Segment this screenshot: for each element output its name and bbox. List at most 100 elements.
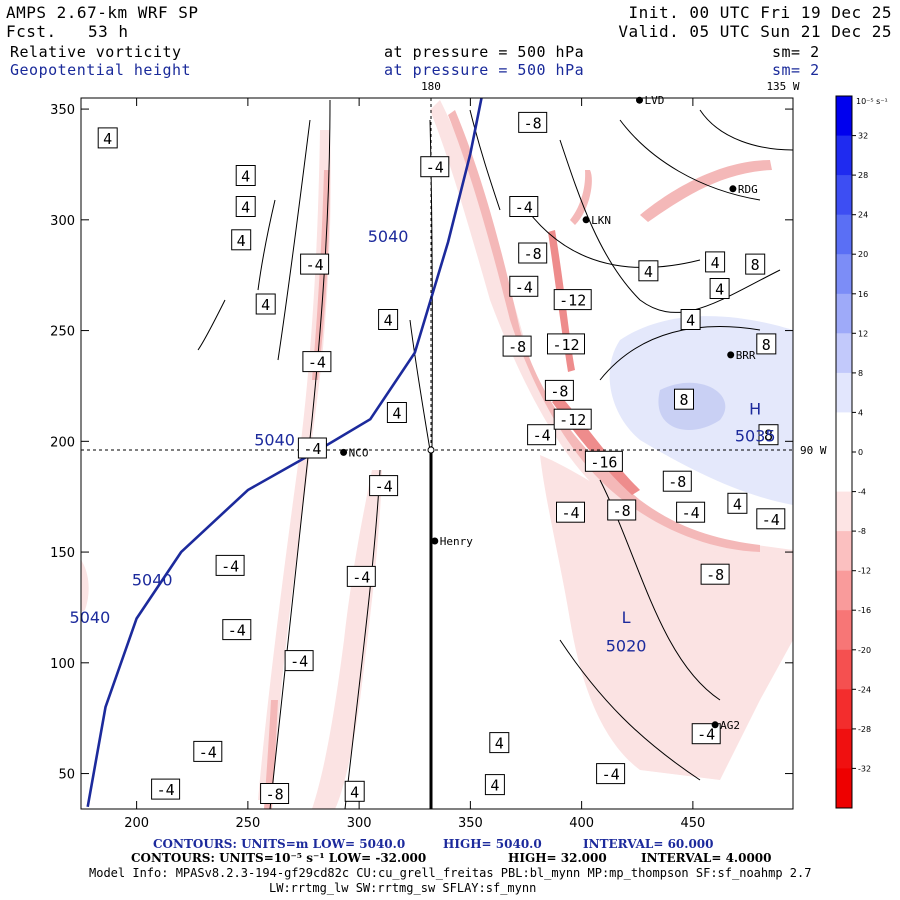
vorticity-label-box-19 bbox=[369, 475, 399, 497]
station-marker-henry bbox=[431, 537, 439, 545]
vorticity-label-8: 4 bbox=[490, 777, 499, 795]
colorbar-label-10: -8 bbox=[858, 527, 866, 536]
vorticity-label-box-17 bbox=[302, 351, 332, 373]
vorticity-label-box-2 bbox=[235, 196, 256, 217]
colorbar-segment-1 bbox=[836, 135, 852, 176]
vorticity-label-box-48 bbox=[674, 388, 694, 410]
vorticity-label-43: -12 bbox=[552, 336, 579, 354]
x-tick-label-200: 200 bbox=[124, 816, 149, 831]
vorticity-label-24: -4 bbox=[199, 743, 217, 761]
vorticity-label-9: 4 bbox=[350, 783, 359, 801]
vorticity-label-box-21 bbox=[346, 565, 376, 587]
colorbar-label-14: -24 bbox=[858, 685, 871, 694]
colorbar-segment-10 bbox=[836, 491, 852, 532]
colorbar-segment-14 bbox=[836, 649, 852, 690]
vorticity-shade-11 bbox=[312, 170, 330, 380]
field1-name: Relative vorticity bbox=[10, 43, 182, 61]
vorticity-label-box-30 bbox=[676, 501, 706, 523]
vorticity-label-47: 8 bbox=[762, 336, 771, 354]
vorticity-label-box-40 bbox=[700, 563, 730, 585]
colorbar-segment-6 bbox=[836, 333, 852, 374]
vorticity-label-21: -4 bbox=[352, 568, 370, 586]
colorbar-label-7: 4 bbox=[858, 408, 863, 417]
vorticity-label-box-43 bbox=[547, 333, 585, 355]
meridian-label-180: 180 bbox=[421, 80, 441, 93]
vorticity-label-box-13 bbox=[680, 309, 701, 330]
colorbar-label-6: 8 bbox=[858, 369, 863, 378]
colorbar-segment-8 bbox=[836, 412, 852, 453]
vorticity-label-box-41 bbox=[260, 783, 290, 804]
vorticity-shade-12 bbox=[264, 700, 278, 809]
model-info: Model Info: MPASv8.2.3-194-gf29cd82c CU:… bbox=[89, 866, 812, 880]
vorticity-label-31: -4 bbox=[762, 511, 780, 529]
vorticity-label-box-37 bbox=[544, 379, 574, 401]
y-tick-label-200: 200 bbox=[50, 435, 75, 450]
vorticity-label-box-0 bbox=[97, 127, 118, 149]
field1-level: at pressure = 500 hPa bbox=[384, 43, 585, 61]
vorticity-label-42: -12 bbox=[559, 292, 586, 310]
vorticity-contour-1 bbox=[277, 119, 311, 361]
vorticity-label-25: -4 bbox=[157, 781, 175, 799]
vorticity-label-28: -4 bbox=[533, 427, 551, 445]
station-marker-lkn bbox=[582, 216, 590, 224]
vorticity-label-30: -4 bbox=[682, 504, 700, 522]
vorticity-label-22: -4 bbox=[228, 622, 246, 640]
height-contour-info-interval: INTERVAL= 60.000 bbox=[583, 837, 714, 851]
vorticity-label-box-6 bbox=[386, 402, 407, 423]
colorbar-label-12: -16 bbox=[858, 606, 871, 615]
vorticity-label-49: 8 bbox=[764, 427, 773, 445]
colorbar-label-0: 32 bbox=[858, 132, 868, 141]
vorticity-label-16: -4 bbox=[306, 256, 324, 274]
vorticity-label-box-29 bbox=[556, 501, 585, 523]
vorticity-label-46: 8 bbox=[751, 256, 760, 274]
colorbar-segment-13 bbox=[836, 610, 852, 651]
colorbar-segment-3 bbox=[836, 214, 852, 255]
vorticity-label-box-24 bbox=[193, 740, 223, 762]
meridian-label-90w: 90 W bbox=[800, 444, 827, 457]
colorbar-label-13: -20 bbox=[858, 646, 871, 655]
colorbar-label-2: 24 bbox=[858, 211, 868, 220]
field2-name: Geopotential height bbox=[10, 61, 192, 79]
vorticity-label-box-23 bbox=[284, 650, 314, 672]
colorbar-segment-4 bbox=[836, 254, 852, 295]
vorticity-label-box-35 bbox=[518, 242, 548, 264]
vorticity-label-40: -8 bbox=[706, 566, 724, 584]
vorticity-contour-9 bbox=[619, 119, 761, 201]
colorbar-label-1: 28 bbox=[858, 171, 868, 180]
model-title: AMPS 2.67-km WRF SP bbox=[6, 3, 199, 22]
vorticity-label-17: -4 bbox=[308, 354, 326, 372]
colorbar-segment-2 bbox=[836, 175, 852, 216]
station-marker-ag2 bbox=[711, 721, 719, 729]
colorbar-label-3: 20 bbox=[858, 250, 868, 259]
vorticity-label-36: -8 bbox=[508, 338, 526, 356]
vorticity-label-7: 4 bbox=[495, 735, 504, 753]
station-label-brr: BRR bbox=[736, 349, 756, 362]
colorbar-label-16: -32 bbox=[858, 764, 871, 773]
vorticity-contour-info-low: CONTOURS: UNITS=10⁻⁵ s⁻¹ LOW= -32.000 bbox=[131, 851, 427, 865]
colorbar-segment-11 bbox=[836, 531, 852, 572]
vorticity-contour-4 bbox=[409, 319, 431, 451]
vorticity-label-45: -16 bbox=[590, 453, 617, 471]
init-time: Init. 00 UTC Fri 19 Dec 25 bbox=[628, 3, 892, 22]
vorticity-label-box-20 bbox=[215, 554, 245, 576]
vorticity-label-box-3 bbox=[231, 229, 252, 251]
station-marker-rdg bbox=[729, 185, 737, 193]
field2-level: at pressure = 500 hPa bbox=[384, 61, 585, 79]
x-tick-label-400: 400 bbox=[569, 816, 594, 831]
colorbar-label-9: -4 bbox=[858, 488, 866, 497]
y-tick-label-50: 50 bbox=[58, 768, 75, 783]
colorbar-segment-17 bbox=[836, 768, 852, 809]
height-label-6: L bbox=[622, 608, 631, 627]
height-label-4: H bbox=[749, 400, 761, 419]
vorticity-shade-2 bbox=[540, 455, 793, 780]
x-tick-label-450: 450 bbox=[680, 816, 705, 831]
x-tick-label-250: 250 bbox=[235, 816, 260, 831]
vorticity-label-box-26 bbox=[509, 196, 539, 217]
station-label-henry: Henry bbox=[440, 535, 473, 548]
vorticity-label-29: -4 bbox=[561, 504, 579, 522]
colorbar-label-15: -28 bbox=[858, 725, 871, 734]
vorticity-label-box-14 bbox=[727, 492, 748, 514]
vorticity-label-box-44 bbox=[553, 408, 592, 430]
station-marker-brr bbox=[727, 351, 735, 359]
